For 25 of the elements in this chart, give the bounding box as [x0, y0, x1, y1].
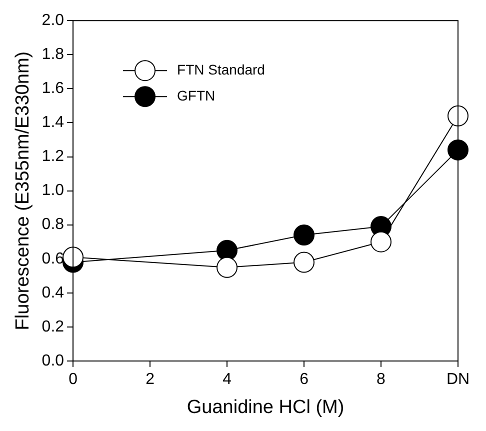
x-tick-label: 4 [222, 371, 232, 388]
legend-label: FTN Standard [177, 61, 265, 78]
y-tick-label: 1.4 [42, 114, 64, 132]
point [62, 246, 84, 268]
x-tick-label: 2 [146, 371, 155, 388]
y-tick-label: 0.6 [42, 250, 64, 268]
y-tick-label: 0.4 [42, 284, 64, 302]
y-tick-label: 0.0 [42, 352, 64, 370]
y-tick-label: 1.6 [42, 80, 64, 98]
y-tick-label: 1.8 [42, 46, 64, 64]
y-tick-label: 1.2 [42, 148, 64, 166]
point [294, 224, 315, 246]
y-axis-title: Fluorescence (E355nm/E330nm) [12, 51, 34, 330]
x-tick-label: 0 [68, 371, 78, 388]
y-tick-label: 2.0 [42, 12, 64, 30]
legend-label: GFTN [177, 87, 216, 104]
y-tick-label: 0.8 [42, 216, 64, 234]
point [216, 240, 238, 261]
point [448, 139, 468, 160]
x-tick-label: DN [446, 371, 470, 388]
y-tick-label: 1.0 [42, 182, 64, 200]
x-tick-label: 6 [300, 371, 309, 388]
x-axis-title: Guanidine HCl (M) [186, 396, 344, 418]
x-tick-label: 8 [376, 371, 386, 388]
y-tick-label: 0.2 [42, 318, 64, 336]
